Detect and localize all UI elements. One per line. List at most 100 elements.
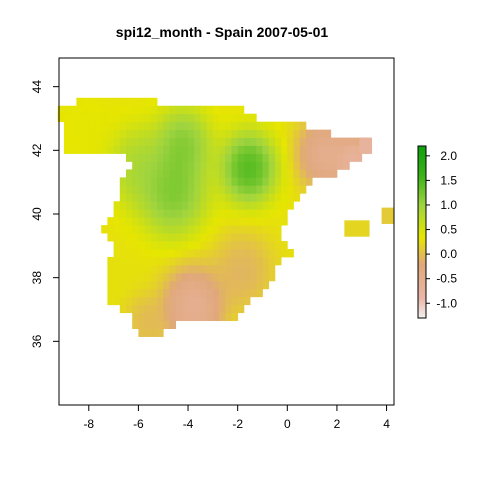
raster-cell (63, 113, 71, 123)
raster-cell (150, 185, 158, 194)
raster-cell (150, 256, 158, 266)
raster-cell (181, 193, 189, 202)
raster-cell (163, 280, 170, 290)
raster-cell (113, 241, 121, 250)
raster-cell (281, 185, 288, 194)
raster-cell (76, 113, 83, 123)
raster-cell (225, 145, 232, 154)
raster-cell (138, 185, 146, 194)
raster-cell (169, 256, 177, 266)
raster-cell (119, 304, 127, 314)
raster-cell (132, 272, 139, 282)
raster-cell (113, 217, 121, 226)
raster-cell (281, 153, 288, 162)
raster-cell (194, 153, 201, 162)
raster-cell (150, 145, 158, 154)
raster-cell (324, 145, 332, 154)
raster-cell (343, 153, 350, 162)
raster-cell (219, 296, 226, 306)
raster-cell (163, 296, 170, 306)
raster-cell (113, 137, 121, 146)
raster-cell (237, 201, 245, 210)
raster-cell (287, 249, 294, 258)
raster-cell (256, 137, 263, 146)
raster-cell (324, 137, 332, 146)
raster-cell (88, 129, 96, 138)
raster-cell (225, 233, 232, 242)
raster-cell (169, 177, 177, 186)
raster-cell (231, 217, 239, 226)
raster-cell (126, 249, 133, 258)
raster-cell (312, 161, 319, 170)
raster-cell (94, 145, 102, 154)
raster-cell (225, 201, 232, 210)
raster-cell (126, 209, 133, 218)
raster-cell (132, 105, 139, 115)
raster-cell (175, 233, 183, 242)
raster-cell (181, 177, 189, 186)
legend-color-step (418, 281, 426, 285)
raster-cell (268, 137, 276, 146)
raster-cell (225, 209, 232, 218)
raster-cell (200, 113, 208, 123)
raster-cell (101, 145, 108, 154)
raster-cell (262, 201, 270, 210)
raster-cell (262, 161, 270, 170)
raster-cell (163, 185, 170, 194)
raster-cell (132, 177, 139, 186)
raster-cell (318, 137, 325, 146)
raster-cell (169, 161, 177, 170)
chart-title: spi12_month - Spain 2007-05-01 (116, 24, 329, 40)
raster-cell (132, 264, 139, 274)
raster-cell (138, 193, 146, 202)
raster-cell (126, 153, 133, 162)
raster-cell (175, 137, 183, 146)
raster-cell (144, 304, 152, 314)
raster-cell (212, 280, 220, 290)
raster-cell (157, 113, 164, 123)
raster-cell (107, 105, 114, 115)
raster-cell (138, 177, 146, 186)
raster-cell (126, 137, 133, 146)
raster-cell (150, 280, 158, 290)
raster-cell (262, 137, 270, 146)
raster-cell (101, 113, 108, 123)
raster-cell (157, 129, 164, 138)
raster-cell (268, 249, 276, 258)
raster-cell (194, 241, 201, 250)
legend-color-step (418, 290, 426, 294)
raster-cell (76, 145, 83, 154)
raster-cell (200, 272, 208, 282)
raster-cell (281, 129, 288, 138)
raster-cell (150, 161, 158, 170)
raster-cell (231, 129, 239, 138)
raster-cell (119, 105, 127, 115)
legend-color-step (418, 202, 426, 206)
raster-cell (126, 272, 133, 282)
raster-cell (194, 225, 201, 234)
raster-cell (119, 272, 127, 282)
raster-cell (188, 249, 195, 258)
raster-cell (262, 256, 270, 266)
raster-cell (175, 225, 183, 234)
raster-cell (181, 280, 189, 290)
raster-cell (243, 177, 251, 186)
raster-cell (181, 304, 189, 314)
raster-cell (132, 256, 139, 266)
raster-cell (243, 233, 251, 242)
raster-cell (150, 241, 158, 250)
raster-cell (132, 161, 139, 170)
raster-cell (212, 113, 220, 123)
legend-color-step (418, 288, 426, 292)
raster-cell (299, 153, 307, 162)
legend-color-step (418, 303, 426, 307)
x-tick-label: 4 (383, 417, 390, 431)
raster-cell (299, 121, 307, 131)
raster-cell-island (381, 215, 389, 224)
raster-cell (293, 137, 301, 146)
raster-cell (144, 241, 152, 250)
raster-cell (157, 217, 164, 226)
raster-cell (250, 272, 257, 282)
raster-cell (206, 296, 214, 306)
